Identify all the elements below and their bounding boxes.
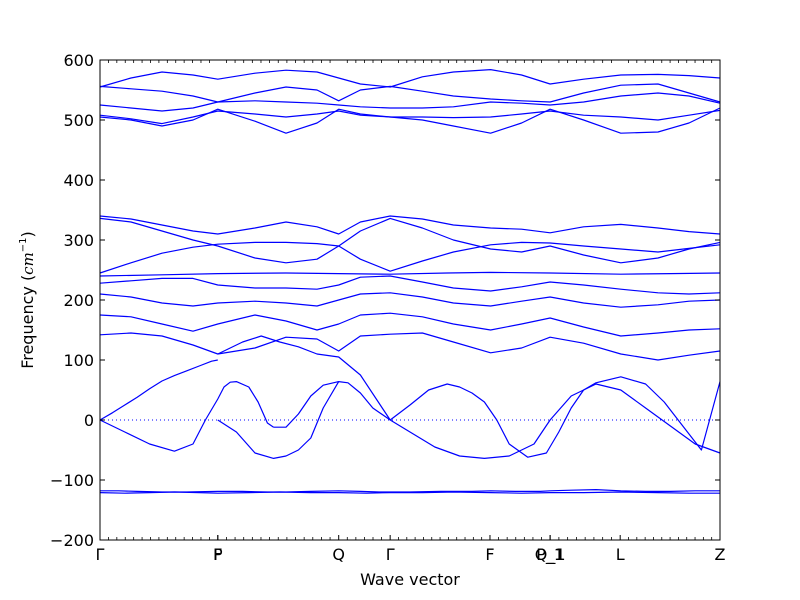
y-axis-label: Frequency (cm−1)	[18, 231, 37, 369]
band-line-22	[99, 109, 721, 125]
y-tick-label: 300	[63, 231, 94, 250]
band-line-12	[99, 292, 721, 308]
phonon-bands	[99, 68, 721, 494]
band-line-4	[217, 335, 391, 421]
y-tick-label: −200	[50, 531, 94, 550]
y-axis-label-prefix: Frequency (	[18, 275, 37, 369]
band-line-13	[99, 271, 721, 277]
y-tick-label: −100	[50, 471, 94, 490]
x-tick-label-p: P	[213, 545, 223, 564]
x-tick-label-p1: P_1	[536, 545, 564, 565]
band-line-20	[99, 92, 721, 112]
y-tick-labels: 600 500 400 300 200 100 0 −100 −200	[50, 51, 94, 550]
band-line-3	[99, 359, 218, 421]
x-tick-label-f: F	[485, 545, 494, 564]
x-tick-label-z: Z	[715, 545, 726, 564]
band-line-9	[389, 383, 721, 459]
band-line-6	[273, 381, 391, 428]
band-line-7	[217, 381, 340, 459]
band-line-11	[99, 312, 721, 337]
band-line-14	[99, 275, 721, 295]
y-axis-label-exponent: −1	[18, 237, 29, 252]
band-line-2	[99, 491, 720, 494]
band-line-15	[99, 241, 721, 274]
y-tick-label: 0	[84, 411, 94, 430]
band-line-19	[99, 83, 721, 103]
band-line-17	[99, 217, 721, 264]
y-axis-label-unit: cm	[19, 252, 37, 275]
x-tick-label-q1: Q_1	[535, 545, 566, 565]
band-line-10	[99, 332, 721, 361]
x-axis-label: Wave vector	[360, 570, 460, 589]
x-tick-labels: Γ FP Q Γ F P_1Q_1 L Z	[96, 545, 726, 565]
x-tick-label-q: Q	[332, 545, 345, 564]
y-tick-label: 100	[63, 351, 94, 370]
band-line-8	[389, 376, 721, 458]
y-axis-label-suffix: )	[18, 231, 37, 237]
axis-ticks	[99, 59, 721, 541]
y-tick-label: 600	[63, 51, 94, 70]
y-tick-label: 500	[63, 111, 94, 130]
x-tick-label-: Γ	[96, 545, 105, 564]
band-line-5	[99, 381, 274, 452]
y-tick-label: 400	[63, 171, 94, 190]
x-tick-label-l: L	[616, 545, 625, 564]
x-tick-label-: Γ	[386, 545, 395, 564]
x-tick-label-f: F	[213, 545, 222, 564]
band-line-16	[99, 215, 721, 235]
y-tick-label: 200	[63, 291, 94, 310]
